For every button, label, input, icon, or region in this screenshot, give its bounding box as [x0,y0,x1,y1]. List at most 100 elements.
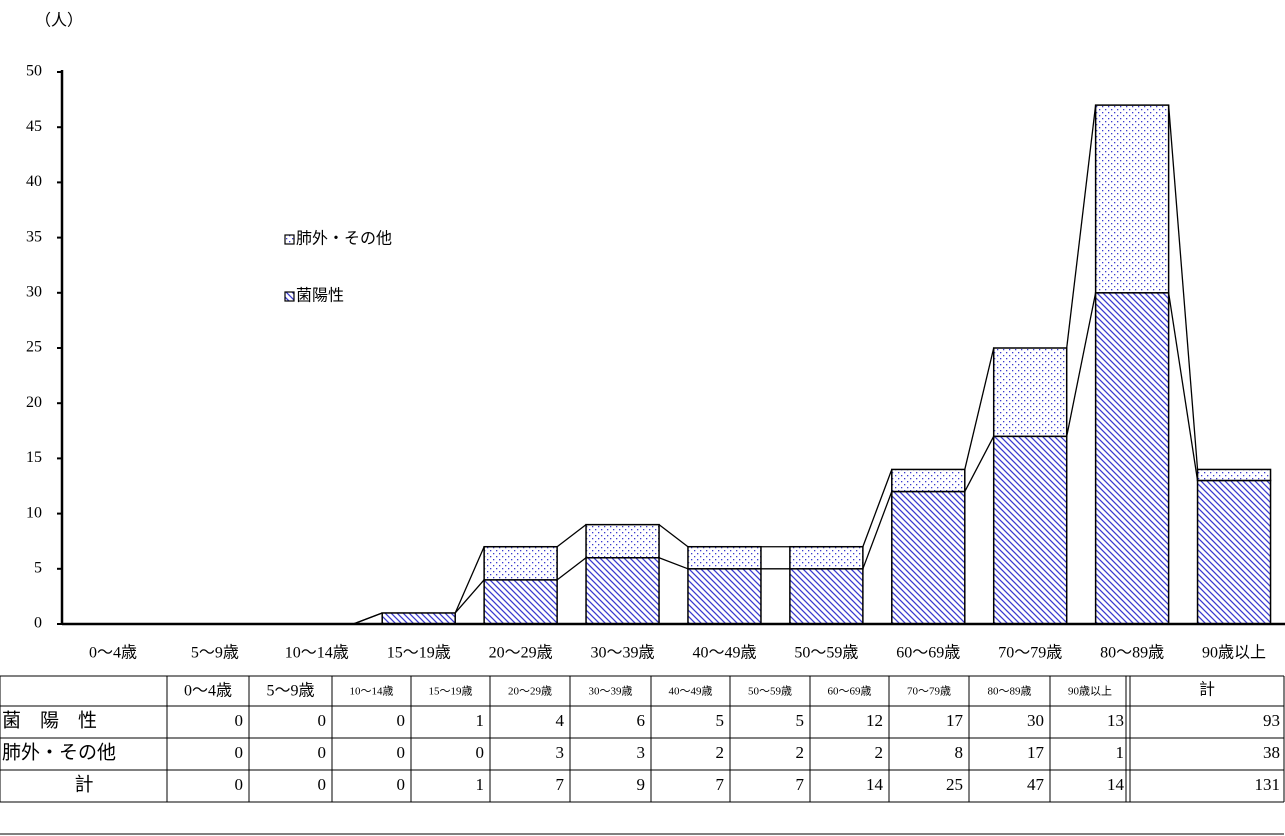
series-line [862,469,893,547]
y-tick-label: 50 [26,63,42,80]
table-cell: 5 [716,711,725,730]
bar-segment [1196,479,1272,625]
table-header: 30～39歳 [589,685,633,698]
table-cell: 47 [1027,775,1045,794]
bar-segment [789,568,864,625]
y-tick-label: 40 [26,173,42,190]
bar-segment [585,523,660,559]
table-header: 計 [1199,681,1215,699]
table-cell: 13 [1107,711,1124,730]
table-cell: 14 [866,775,884,794]
table-cell: 131 [1255,775,1281,794]
table-cell: 8 [955,743,964,762]
bar-segment [483,579,558,625]
series-line [1167,292,1199,481]
series-line [658,524,689,548]
y-axis-label: （人） [35,12,83,30]
x-tick-label: 30～39歳 [591,644,655,662]
table-row-label: 計 [74,773,93,795]
table-cell: 7 [716,775,725,794]
table-header: 90歳以上 [1068,685,1112,698]
table-cell: 2 [716,743,725,762]
table-cell: 2 [796,743,805,762]
table-cell: 0 [397,743,406,762]
series-line [1066,292,1097,437]
table-cell: 1 [476,775,485,794]
x-tick-label: 40～49歳 [692,644,756,662]
bar-segment [891,490,966,625]
x-tick-label: 5～9歳 [191,644,239,662]
bar-segment [1094,292,1170,625]
bar-segment [891,468,966,493]
series-line [658,557,689,570]
table-cell: 1 [476,711,485,730]
legend-label: 菌陽性 [296,287,344,305]
table-row-label: 肺外・その他 [2,741,116,763]
y-tick-label: 25 [26,339,42,356]
table-cell: 0 [318,711,327,730]
table-header: 60～69歳 [828,685,872,698]
table-cell: 0 [235,775,244,794]
series-line [353,612,383,625]
bar-segment [585,557,660,625]
table-cell: 0 [476,743,485,762]
table-cell: 9 [637,775,646,794]
table-cell: 3 [556,743,565,762]
table-cell: 17 [1027,743,1045,762]
x-tick-label: 70～79歳 [998,644,1062,662]
table-cell: 1 [1116,743,1125,762]
series-line [964,436,995,492]
bar-segment [992,435,1068,625]
y-tick-label: 30 [26,283,42,300]
table-cell: 14 [1107,775,1125,794]
table-cell: 0 [318,775,327,794]
table-cell: 38 [1263,743,1280,762]
series-line [556,524,587,548]
x-tick-label: 80～89歳 [1100,644,1164,662]
bar-segment [789,545,864,570]
bar-segment [1196,468,1272,482]
table-cell: 7 [556,775,565,794]
x-tick-label: 10～14歳 [285,644,349,662]
x-tick-label: 50～59歳 [794,644,858,662]
y-tick-label: 5 [34,559,42,576]
table-cell: 93 [1263,711,1280,730]
legend-swatch [284,291,295,302]
table-header: 20～29歳 [508,685,552,698]
table-cell: 0 [397,711,406,730]
table-cell: 7 [796,775,805,794]
series-line [862,491,893,570]
table-cell: 4 [556,711,565,730]
table-header: 15～19歳 [429,685,473,698]
bar-segment [483,545,558,581]
x-tick-label: 60～69歳 [896,644,960,662]
y-tick-label: 0 [34,615,42,632]
table-cell: 6 [637,711,646,730]
table-row-label: 菌 陽 性 [2,709,97,731]
table-cell: 0 [318,743,327,762]
x-tick-label: 0～4歳 [89,644,137,662]
bar-segment [687,545,762,570]
bar-segment [1094,104,1170,294]
y-tick-label: 45 [26,118,42,135]
table-cell: 0 [397,775,406,794]
table-header: 5～9歳 [266,682,314,700]
series-line [454,579,485,614]
x-tick-label: 20～29歳 [489,644,553,662]
table-cell: 30 [1027,711,1044,730]
table-header: 50～59歳 [748,685,792,698]
bar-segment [687,568,762,625]
bar-segment [381,612,456,625]
table-cell: 12 [866,711,883,730]
y-tick-label: 35 [26,228,42,245]
series-line [964,347,995,470]
series-line [1066,105,1097,349]
table-header: 40～49歳 [669,685,713,698]
y-tick-label: 15 [26,449,42,466]
table-cell: 5 [796,711,805,730]
table-header: 80～89歳 [988,685,1032,698]
series-line [556,557,587,581]
table-cell: 25 [946,775,963,794]
x-tick-label: 90歳以上 [1202,644,1266,662]
